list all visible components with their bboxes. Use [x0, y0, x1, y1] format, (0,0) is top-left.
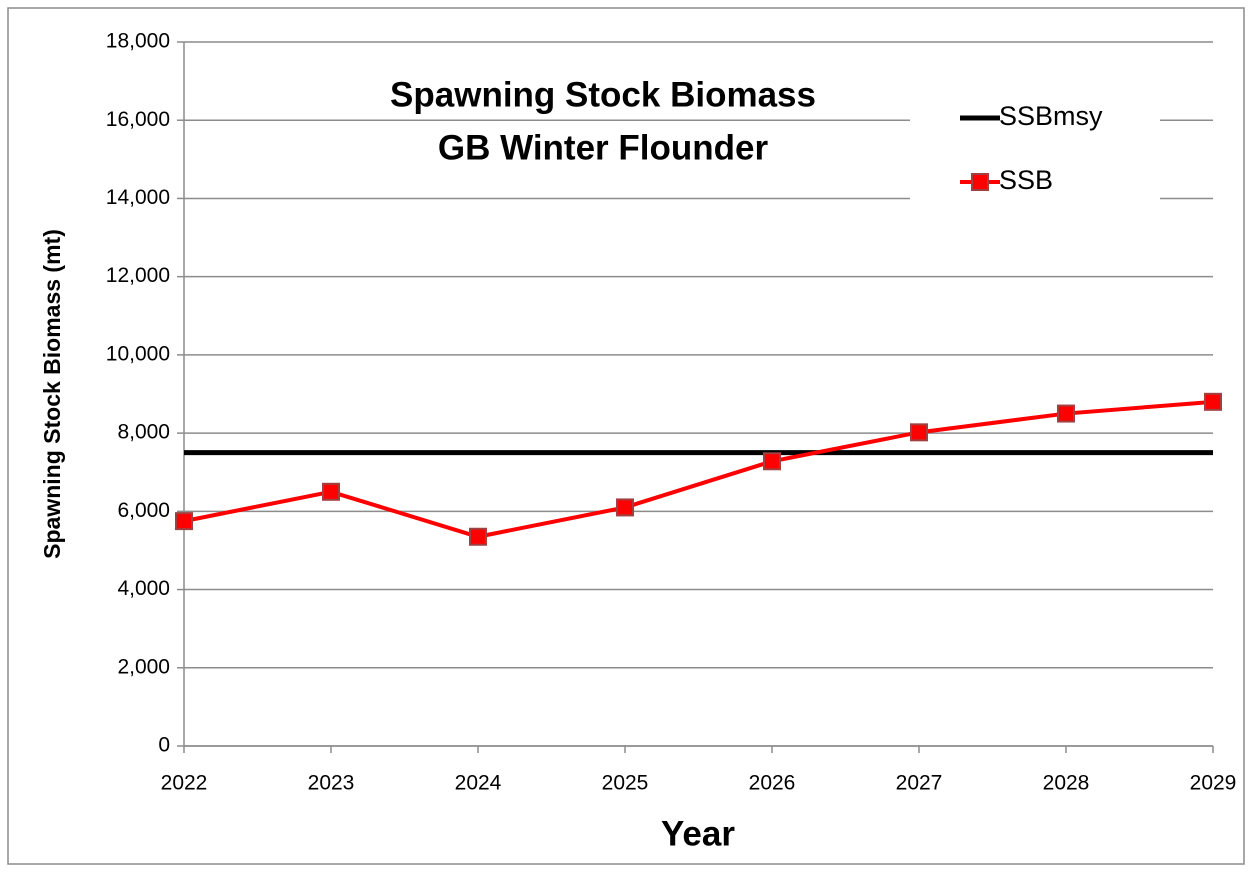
marker: [175, 512, 193, 531]
y-tick-label: 2,000: [117, 655, 170, 678]
x-axis-label: Year: [661, 814, 735, 853]
series-line: [183, 399, 1214, 539]
legend-marker: [971, 173, 989, 191]
marker: [1057, 404, 1075, 423]
y-tick-label: 4,000: [117, 577, 170, 600]
marker: [910, 423, 928, 442]
chart-title: Spawning Stock Biomass: [390, 75, 816, 114]
x-tick-label: 2024: [455, 772, 502, 795]
y-tick-label: 6,000: [117, 499, 170, 522]
y-tick-label: 8,000: [117, 421, 170, 444]
legend-label: SSBmsy: [999, 101, 1103, 131]
x-tick-label: 2023: [308, 772, 355, 795]
x-tick-label: 2026: [749, 772, 796, 795]
y-axis-label: Spawning Stock Biomass (mt): [39, 229, 65, 559]
marker: [616, 498, 634, 517]
y-tick-label: 10,000: [106, 342, 170, 365]
marker: [1204, 392, 1222, 411]
x-tick-label: 2029: [1190, 772, 1237, 795]
y-tick-label: 16,000: [106, 108, 170, 131]
marker: [469, 527, 487, 546]
x-tick-label: 2022: [161, 772, 208, 795]
marker: [763, 452, 781, 471]
y-tick-label: 0: [158, 734, 170, 757]
y-tick-label: 14,000: [106, 186, 170, 209]
x-tick-label: 2027: [896, 772, 943, 795]
x-tick-label: 2025: [602, 772, 649, 795]
y-tick-label: 12,000: [106, 264, 170, 287]
marker: [322, 482, 340, 501]
chart-subtitle: GB Winter Flounder: [438, 128, 769, 167]
y-tick-label: 18,000: [106, 30, 170, 53]
x-tick-label: 2028: [1043, 772, 1090, 795]
legend-label: SSB: [999, 165, 1053, 195]
legend-box: [910, 92, 1160, 204]
